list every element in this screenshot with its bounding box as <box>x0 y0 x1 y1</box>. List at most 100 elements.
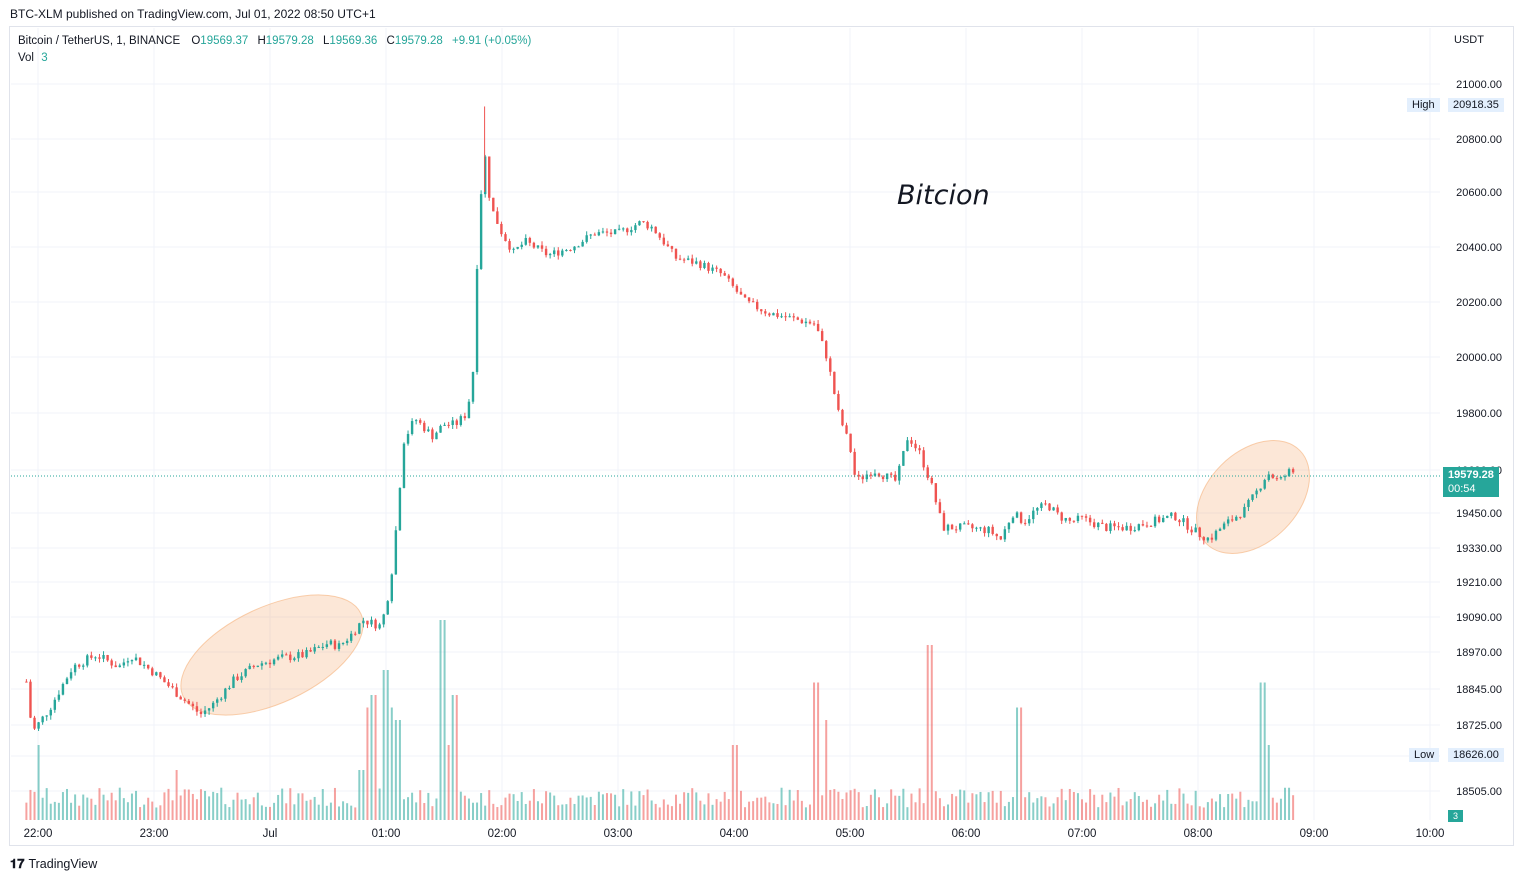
volume-bar <box>882 807 885 820</box>
candle-body-down <box>889 473 893 475</box>
annotation-text[interactable]: Bitcion <box>897 180 990 211</box>
candle-body-down <box>1084 516 1088 518</box>
candle-body-down <box>285 654 288 656</box>
candle-body-up <box>1283 476 1287 478</box>
volume-bar <box>1068 788 1071 820</box>
candle-body-up <box>1182 518 1185 523</box>
candle-body-down <box>1056 507 1059 513</box>
candle-body-down <box>983 527 986 534</box>
candle-body-up <box>898 465 901 481</box>
volume-bar <box>394 720 397 820</box>
candle-body-up <box>622 228 625 230</box>
volume-bar <box>890 789 893 820</box>
candle-body-down <box>796 317 799 320</box>
currency-unit[interactable]: USDT <box>1454 34 1484 46</box>
candle-body-up <box>1109 523 1112 531</box>
symbol-name[interactable]: Bitcoin / TetherUS, 1, BINANCE <box>18 35 181 47</box>
volume-bar <box>735 745 738 820</box>
volume-bar <box>715 799 718 820</box>
volume-bar <box>179 795 182 820</box>
candle-body-down <box>195 706 199 712</box>
volume-bar <box>309 799 312 820</box>
candle-body-up <box>37 722 40 729</box>
volume-bar <box>1020 707 1023 820</box>
candle-body-down <box>540 245 544 249</box>
volume-bar <box>1219 794 1222 820</box>
x-tick-label: 01:00 <box>372 828 401 840</box>
candle-body-down <box>1157 516 1161 523</box>
volume-bar <box>662 799 665 820</box>
candle-body-up <box>585 235 588 242</box>
candle-body-down <box>1178 520 1181 523</box>
candle-body-down <box>289 654 292 661</box>
volume-bar <box>536 801 539 820</box>
footer-brand-text[interactable]: TradingView <box>28 857 98 871</box>
candle-body-up <box>244 669 247 677</box>
candle-body-down <box>500 223 503 235</box>
volume-bar <box>1263 682 1266 820</box>
candle-body-down <box>991 526 994 534</box>
volume-bar <box>317 804 320 820</box>
candle-body-down <box>877 473 881 477</box>
candle-body-down <box>841 409 844 426</box>
y-tick-label: 20600.00 <box>1456 187 1502 199</box>
candle-body-down <box>1291 469 1295 473</box>
candle-body-up <box>780 316 783 318</box>
candle-body-up <box>1279 477 1283 479</box>
candle-body-down <box>455 420 458 425</box>
change-value: +9.91 (+0.05%) <box>452 35 532 47</box>
high-tag-value: 20918.35 <box>1448 98 1504 112</box>
candle-body-down <box>654 226 657 234</box>
candle-body-down <box>187 700 190 704</box>
candle-body-up <box>613 229 617 235</box>
volume-bar <box>167 788 170 820</box>
volume-bar <box>727 799 730 820</box>
y-tick-label: 21000.00 <box>1456 79 1502 91</box>
volume-bar <box>305 800 308 820</box>
candle-body-up <box>398 487 402 531</box>
volume-bar <box>630 791 633 820</box>
volume-bar <box>865 806 868 820</box>
candle-body-down <box>504 234 507 242</box>
volume-value: 3 <box>41 52 48 64</box>
volume-bar <box>321 789 324 820</box>
volume-bar <box>402 799 405 820</box>
volume-bar <box>419 790 422 820</box>
volume-bar <box>1072 792 1075 820</box>
volume-bar <box>833 789 836 820</box>
candle-body-down <box>881 476 885 480</box>
candle-body-up <box>382 614 385 625</box>
candle-body-down <box>1275 478 1279 480</box>
volume-bar <box>175 770 178 820</box>
volume-bar <box>252 797 255 820</box>
candle-body-up <box>207 708 211 711</box>
volume-label[interactable]: Vol <box>18 52 34 64</box>
candle-body-down <box>776 313 779 317</box>
candle-body-down <box>727 275 730 279</box>
candle-body-down <box>557 250 560 256</box>
candle-body-down <box>719 268 722 274</box>
candle-body-up <box>512 248 515 250</box>
volume-bar <box>922 803 925 820</box>
candle-body-up <box>475 268 479 373</box>
published-note: BTC-XLM published on TradingView.com, Ju… <box>10 7 376 21</box>
volume-bar <box>581 795 584 820</box>
candle-body-down <box>354 633 357 635</box>
candle-body-up <box>1267 474 1270 480</box>
volume-bar <box>467 798 470 820</box>
volume-bar <box>605 793 608 820</box>
volume-bar <box>658 807 661 820</box>
candle-body-down <box>1080 515 1084 517</box>
x-tick-label: 09:00 <box>1300 828 1329 840</box>
candle-body-up <box>1137 524 1141 531</box>
volume-bar <box>1064 800 1067 820</box>
x-tick-label: 23:00 <box>140 828 169 840</box>
candle-body-up <box>1153 516 1157 527</box>
volume-bar <box>53 801 56 820</box>
volume-bar <box>260 805 263 820</box>
volume-bar <box>1150 806 1153 820</box>
candle-body-down <box>301 652 304 658</box>
volume-bar <box>837 791 840 820</box>
candle-body-down <box>662 237 666 245</box>
